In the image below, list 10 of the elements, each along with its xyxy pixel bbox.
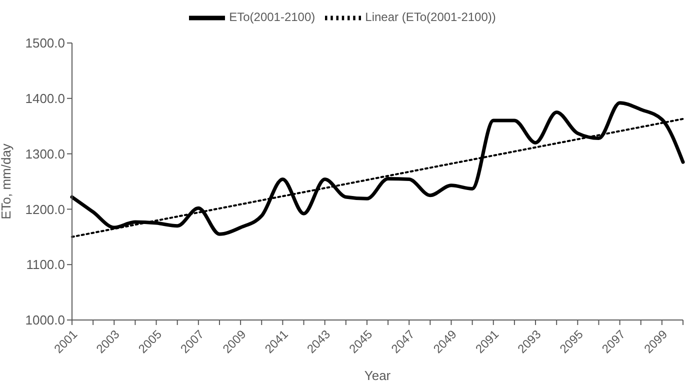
y-tick-label: 1200.0 [25,202,65,217]
y-tick-label: 1000.0 [25,312,65,328]
y-tick-label: 1300.0 [25,146,65,162]
y-tick-label: 1500.0 [25,36,65,51]
y-tick-label: 1100.0 [26,257,65,272]
x-axis-title: Year [364,368,392,383]
legend-label: ETo(2001-2100) [229,10,316,24]
legend-label: Linear (ETo(2001-2100)) [365,10,496,24]
y-axis-title: ETo, mm/day [0,143,14,220]
y-tick-label: 1400.0 [25,91,65,106]
